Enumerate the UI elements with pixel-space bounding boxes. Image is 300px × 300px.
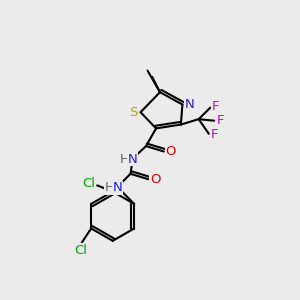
Text: Cl: Cl xyxy=(82,177,95,190)
Text: O: O xyxy=(150,173,160,186)
Text: H: H xyxy=(120,153,130,166)
Text: H: H xyxy=(105,181,115,194)
Text: F: F xyxy=(212,100,220,113)
Text: O: O xyxy=(166,145,176,158)
Text: F: F xyxy=(217,114,224,127)
Text: N: N xyxy=(128,153,138,166)
Text: S: S xyxy=(129,106,138,119)
Text: N: N xyxy=(112,181,122,194)
Text: Cl: Cl xyxy=(75,244,88,256)
Text: N: N xyxy=(184,98,194,111)
Text: F: F xyxy=(211,128,218,141)
